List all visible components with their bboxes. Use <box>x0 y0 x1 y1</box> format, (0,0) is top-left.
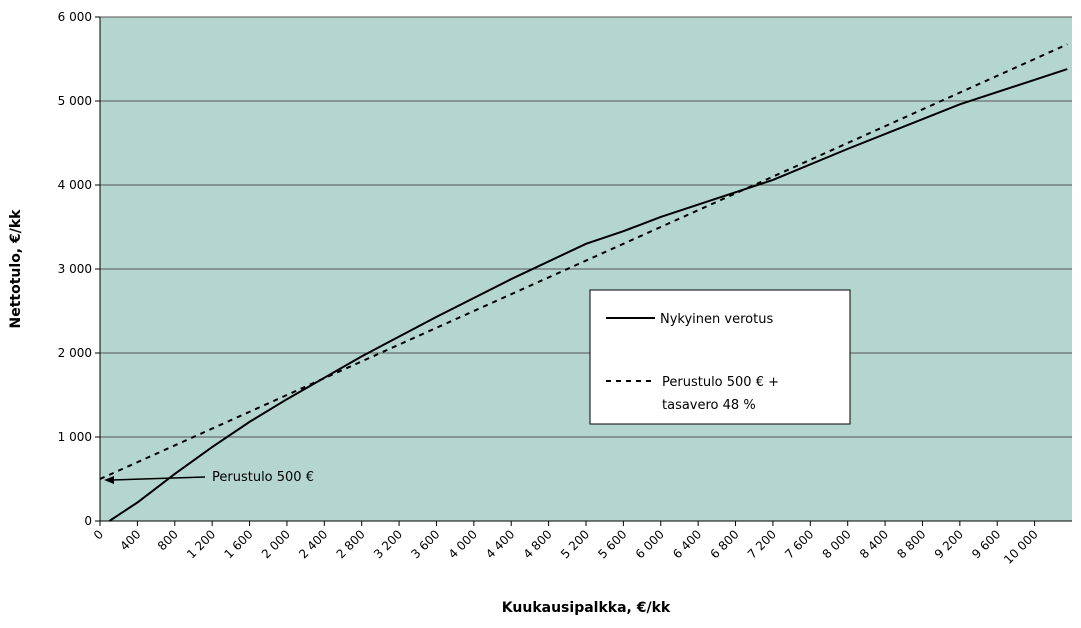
series-line <box>99 43 1068 480</box>
x-tick-label: 8 800 <box>894 527 928 561</box>
legend-label: Nykyinen verotus <box>660 312 773 327</box>
x-tick-label: 6 400 <box>670 527 704 561</box>
x-tick-label: 5 200 <box>558 527 592 561</box>
x-tick-label: 7 600 <box>782 527 816 561</box>
x-tick-label: 8 400 <box>857 527 891 561</box>
x-tick-label: 4 400 <box>483 527 517 561</box>
x-tick-label: 10 000 <box>1001 527 1041 567</box>
x-tick-label: 6 000 <box>633 527 667 561</box>
x-tick-label: 0 <box>91 527 106 542</box>
x-tick-label: 800 <box>155 527 181 553</box>
x-tick-label: 4 000 <box>446 527 480 561</box>
x-tick-label: 1 600 <box>221 527 255 561</box>
y-tick-label: 6 000 <box>58 10 92 24</box>
x-tick-label: 2 800 <box>334 527 368 561</box>
x-tick-label: 3 600 <box>408 527 442 561</box>
legend-label: tasavero 48 % <box>662 398 756 413</box>
x-tick-label: 6 800 <box>707 527 741 561</box>
legend: Nykyinen verotus Perustulo 500 € + tasaver… <box>589 289 851 425</box>
x-tick-label: 5 600 <box>595 527 629 561</box>
y-tick-label: 3 000 <box>58 262 92 276</box>
annotation-arrow <box>111 476 206 481</box>
y-tick-label: 2 000 <box>58 346 92 360</box>
y-tick-label: 0 <box>84 514 92 528</box>
x-tick-label: 2 400 <box>296 527 330 561</box>
x-tick-label: 400 <box>117 527 143 553</box>
annotation-text: Perustulo 500 € <box>212 470 314 485</box>
x-tick-label: 8 000 <box>820 527 854 561</box>
x-tick-label: 9 600 <box>969 527 1003 561</box>
y-tick-label: 1 000 <box>58 430 92 444</box>
x-tick-label: 3 200 <box>371 527 405 561</box>
y-tick-label: 5 000 <box>58 94 92 108</box>
x-tick-label: 4 800 <box>521 527 555 561</box>
y-axis-title: Nettotulo, €/kk <box>8 209 24 329</box>
legend-box <box>589 289 851 425</box>
legend-label: Perustulo 500 € + <box>662 375 779 390</box>
x-tick-label: 9 200 <box>932 527 966 561</box>
y-tick-label: 4 000 <box>58 178 92 192</box>
series-line <box>108 68 1068 522</box>
x-tick-label: 7 200 <box>745 527 779 561</box>
x-tick-label: 1 200 <box>184 527 218 561</box>
x-axis-title: Kuukausipalkka, €/kk <box>502 600 671 616</box>
x-tick-label: 2 000 <box>259 527 293 561</box>
arrow-head <box>104 476 114 484</box>
